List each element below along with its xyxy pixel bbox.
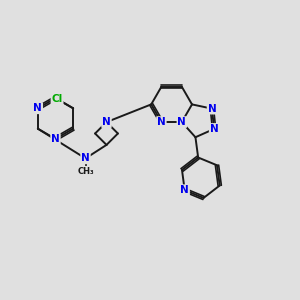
Text: N: N <box>177 117 186 127</box>
Text: N: N <box>208 103 216 114</box>
Text: N: N <box>102 117 111 127</box>
Text: CH₃: CH₃ <box>77 167 94 176</box>
Text: Cl: Cl <box>51 94 63 104</box>
Text: N: N <box>34 103 42 113</box>
Text: N: N <box>180 185 189 195</box>
Text: N: N <box>210 124 218 134</box>
Text: N: N <box>81 153 90 164</box>
Text: N: N <box>51 134 60 144</box>
Text: N: N <box>157 117 166 127</box>
